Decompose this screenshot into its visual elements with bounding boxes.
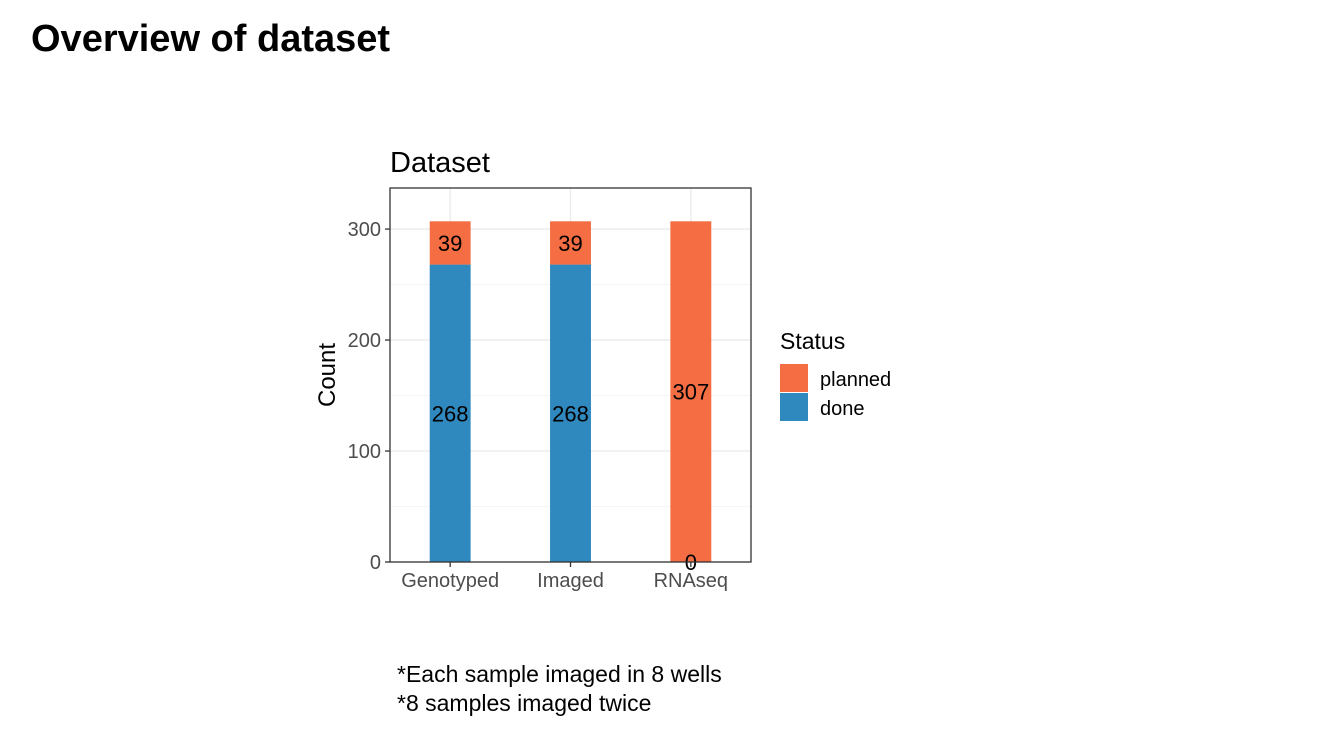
data-label: 39 (438, 231, 462, 256)
y-axis-title: Count (314, 343, 341, 407)
y-tick-label: 0 (370, 552, 381, 574)
data-label: 268 (552, 401, 589, 426)
legend-title: Status (780, 328, 845, 354)
axes: 0 100 200 300 Genotyped Imaged RNAseq (348, 219, 728, 592)
legend: Status planned done (780, 328, 891, 421)
legend-label-done: done (820, 398, 865, 420)
bar-planned-genotyped (429, 221, 471, 265)
x-tick-label: Genotyped (401, 570, 499, 592)
bar-planned-rnaseq (670, 221, 712, 562)
chart-title: Dataset (390, 147, 490, 179)
x-tick-label: RNAseq (654, 570, 728, 592)
legend-key-done (780, 393, 808, 421)
data-label: 39 (558, 231, 582, 256)
footnote-imaged-twice: *8 samples imaged twice (397, 690, 652, 716)
y-tick-label: 300 (348, 219, 381, 241)
footnote-wells: *Each sample imaged in 8 wells (397, 661, 722, 687)
bar-done-genotyped (429, 264, 471, 562)
legend-key-planned (780, 364, 808, 392)
data-label: 268 (432, 401, 469, 426)
legend-label-planned: planned (820, 369, 891, 391)
y-tick-label: 200 (348, 330, 381, 352)
bars (429, 221, 712, 562)
page-title: Overview of dataset (31, 18, 391, 60)
data-label: 307 (672, 380, 709, 405)
bar-done-imaged (550, 264, 591, 562)
footnotes: *Each sample imaged in 8 wells *8 sample… (397, 660, 722, 718)
x-tick-label: Imaged (537, 570, 604, 592)
y-tick-label: 100 (348, 441, 381, 463)
bar-planned-imaged (550, 221, 591, 265)
